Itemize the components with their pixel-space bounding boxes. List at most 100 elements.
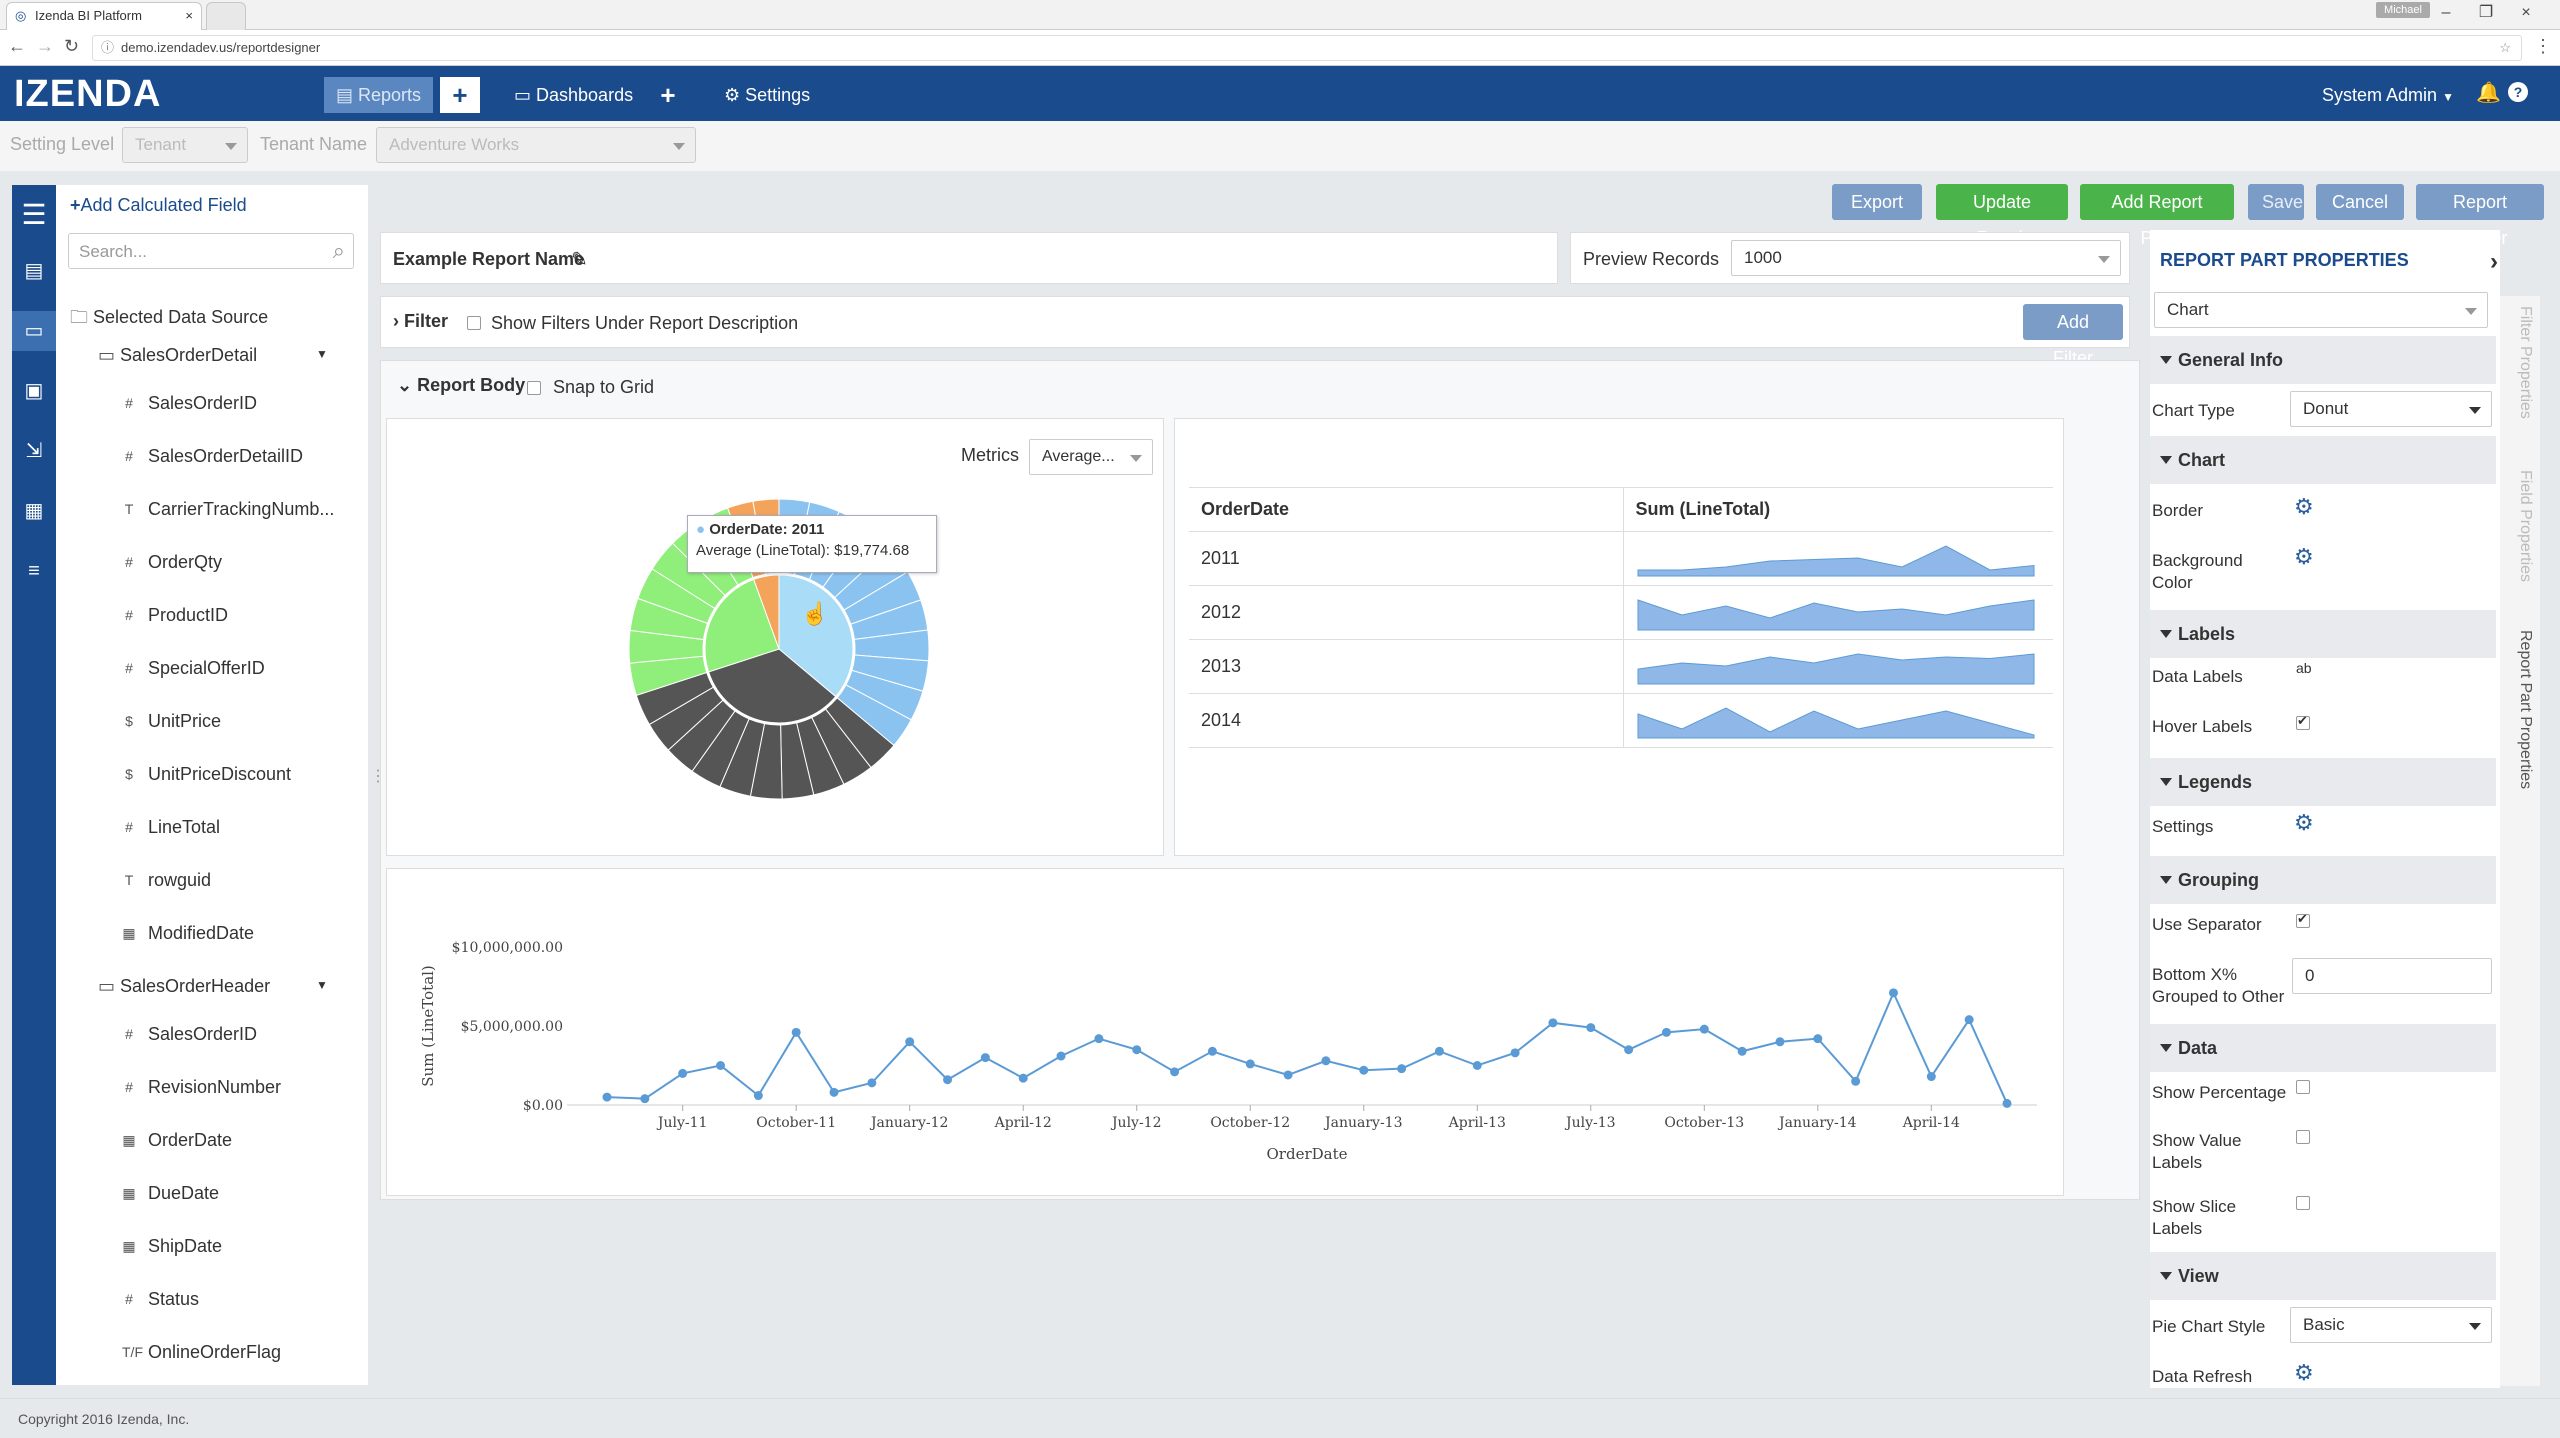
line-chart-part[interactable]: $10,000,000.00 $5,000,000.00 $0.00 Sum (Lin… bbox=[386, 868, 2064, 1196]
field-search-input[interactable]: Search... ⌕ bbox=[68, 233, 354, 269]
field-item[interactable]: RevisionNumber bbox=[148, 1077, 282, 1097]
section-legends[interactable]: Legends bbox=[2150, 758, 2496, 806]
data-point[interactable] bbox=[716, 1061, 726, 1070]
data-point[interactable] bbox=[1434, 1046, 1444, 1056]
filter-toggle[interactable]: › Filter bbox=[393, 311, 448, 332]
maximize-icon[interactable]: ❐ bbox=[2478, 4, 2494, 21]
donut-inner-slice[interactable] bbox=[707, 648, 837, 724]
resize-handle[interactable]: ⋮ bbox=[370, 768, 386, 785]
metrics-select[interactable]: Average... bbox=[1029, 439, 1153, 475]
field-item[interactable]: CarrierTrackingNumb... bbox=[148, 499, 335, 519]
data-point[interactable] bbox=[1661, 1027, 1671, 1037]
data-point[interactable] bbox=[1056, 1051, 1066, 1061]
data-point[interactable] bbox=[640, 1094, 650, 1104]
data-point[interactable] bbox=[1245, 1059, 1255, 1069]
nav-dashboards[interactable]: ▭ Dashboards bbox=[502, 77, 645, 113]
forward-icon[interactable]: → bbox=[36, 36, 54, 56]
snap-to-grid-checkbox[interactable] bbox=[527, 381, 541, 395]
data-point[interactable] bbox=[1018, 1073, 1028, 1083]
donut-chart[interactable] bbox=[387, 419, 1163, 855]
section-grouping[interactable]: Grouping bbox=[2150, 856, 2496, 904]
data-point[interactable] bbox=[1094, 1034, 1104, 1044]
back-icon[interactable]: ← bbox=[8, 36, 26, 56]
data-point[interactable] bbox=[1888, 988, 1898, 998]
tab-field-properties[interactable]: Field Properties bbox=[2517, 470, 2534, 583]
donut-inner-slice[interactable] bbox=[753, 574, 780, 650]
save-button[interactable]: Save bbox=[2248, 184, 2304, 220]
reload-icon[interactable]: ↻ bbox=[64, 36, 80, 56]
field-item[interactable]: SpecialOfferID bbox=[148, 658, 265, 678]
data-source-root[interactable]: 🗀 Selected Data Source bbox=[70, 305, 268, 335]
data-point[interactable] bbox=[2002, 1098, 2012, 1108]
close-window-icon[interactable]: × bbox=[2521, 4, 2531, 21]
export-icon[interactable]: ⇲ bbox=[25, 440, 43, 462]
data-point[interactable] bbox=[1207, 1046, 1217, 1056]
browser-tab[interactable]: ◎ Izenda BI Platform × bbox=[6, 2, 202, 30]
collapse-panel-icon[interactable]: › bbox=[2490, 248, 2498, 275]
data-point[interactable] bbox=[1926, 1072, 1936, 1082]
data-point[interactable] bbox=[1359, 1065, 1369, 1075]
series-line[interactable] bbox=[606, 990, 2008, 1104]
new-dashboard-button[interactable]: + bbox=[660, 80, 676, 110]
table-row[interactable]: 2014 bbox=[1189, 693, 2053, 748]
data-point[interactable] bbox=[1170, 1067, 1180, 1077]
table-row[interactable]: 2013 bbox=[1189, 639, 2053, 694]
column-header[interactable]: OrderDate bbox=[1189, 487, 1624, 532]
update-result-button[interactable]: Update Result bbox=[1936, 184, 2068, 248]
table-row[interactable]: 2012 bbox=[1189, 585, 2053, 640]
field-item[interactable]: OrderDate bbox=[148, 1130, 233, 1150]
search-icon[interactable]: ⌕ bbox=[332, 238, 345, 263]
part-type-select[interactable]: Chart bbox=[2154, 292, 2488, 328]
field-item[interactable]: ProductID bbox=[148, 605, 229, 625]
show-value-labels-checkbox[interactable] bbox=[2296, 1130, 2310, 1144]
expand-caret-icon[interactable]: ▼ bbox=[316, 978, 328, 992]
data-point[interactable] bbox=[1624, 1045, 1634, 1055]
data-point[interactable] bbox=[678, 1068, 688, 1078]
data-point[interactable] bbox=[1321, 1056, 1331, 1066]
pencil-icon[interactable]: ✎ bbox=[571, 249, 588, 271]
add-filter-button[interactable]: Add Filter bbox=[2023, 304, 2123, 368]
border-gear-icon[interactable]: ⚙ bbox=[2294, 494, 2314, 519]
data-point[interactable] bbox=[1851, 1076, 1861, 1086]
field-item[interactable]: ModifiedDate bbox=[148, 923, 255, 943]
new-report-button[interactable]: + bbox=[440, 77, 480, 113]
table-node[interactable]: ▭ SalesOrderDetail bbox=[98, 345, 257, 366]
data-point[interactable] bbox=[1737, 1046, 1747, 1056]
user-menu[interactable]: System Admin ▼ bbox=[2310, 77, 2466, 113]
data-point[interactable] bbox=[1775, 1037, 1785, 1047]
tab-filter-properties[interactable]: Filter Properties bbox=[2517, 306, 2534, 419]
data-point[interactable] bbox=[1472, 1061, 1482, 1070]
report-body-icon[interactable]: ▭ bbox=[12, 311, 56, 351]
field-item[interactable]: SalesOrderID bbox=[148, 1024, 258, 1044]
data-point[interactable] bbox=[1510, 1048, 1520, 1058]
section-general-info[interactable]: General Info bbox=[2150, 336, 2496, 384]
bell-icon[interactable]: 🔔 bbox=[2476, 82, 2501, 104]
data-point[interactable] bbox=[980, 1053, 990, 1063]
data-point[interactable] bbox=[1283, 1070, 1293, 1080]
chart-type-select[interactable]: Donut bbox=[2290, 391, 2492, 427]
field-item[interactable]: OrderQty bbox=[148, 552, 223, 572]
report-name[interactable]: Example Report Name bbox=[393, 249, 585, 269]
field-item[interactable]: UnitPrice bbox=[148, 711, 222, 731]
field-item[interactable]: SalesOrderDetailID bbox=[148, 446, 304, 466]
data-point[interactable] bbox=[943, 1075, 953, 1085]
expand-caret-icon[interactable]: ▼ bbox=[316, 347, 328, 361]
preview-records-select[interactable]: 1000 bbox=[1731, 240, 2121, 276]
data-refresh-gear-icon[interactable]: ⚙ bbox=[2294, 1360, 2314, 1385]
use-separator-checkbox[interactable] bbox=[2296, 911, 2310, 928]
export-button[interactable]: Export ▼ bbox=[1832, 184, 1922, 247]
data-point[interactable] bbox=[1813, 1034, 1823, 1044]
data-point[interactable] bbox=[602, 1092, 612, 1102]
data-source-icon[interactable]: ▤ bbox=[24, 260, 44, 282]
show-slice-labels-checkbox[interactable] bbox=[2296, 1196, 2310, 1210]
address-input[interactable]: ⓘ demo.izendadev.us/reportdesigner ☆ bbox=[92, 35, 2522, 61]
section-chart[interactable]: Chart bbox=[2150, 436, 2496, 484]
new-tab-button[interactable] bbox=[206, 2, 246, 30]
table-node[interactable]: ▭ SalesOrderHeader bbox=[98, 976, 270, 997]
data-point[interactable] bbox=[867, 1078, 877, 1088]
data-point[interactable] bbox=[1397, 1064, 1407, 1074]
donut-chart-part[interactable]: Metrics Average... ● OrderDate: 2011 Ave… bbox=[386, 418, 1164, 856]
column-header[interactable]: Sum (LineTotal) bbox=[1635, 499, 1771, 519]
data-point[interactable] bbox=[1132, 1045, 1142, 1055]
help-icon[interactable]: ? bbox=[2508, 82, 2528, 102]
